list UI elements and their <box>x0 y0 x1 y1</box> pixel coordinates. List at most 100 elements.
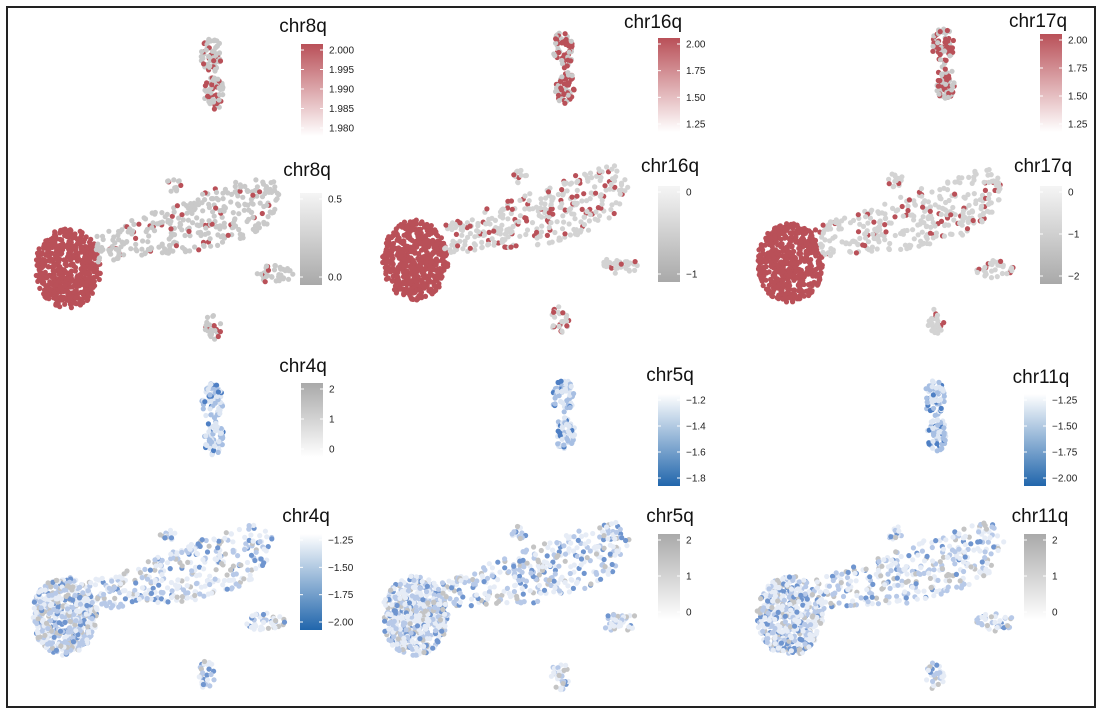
cell-point <box>85 588 91 594</box>
cell-point <box>248 532 254 538</box>
cell-point <box>285 276 292 282</box>
cell-point <box>201 61 207 67</box>
cell-point <box>128 246 134 252</box>
figure-frame: chr8q 2.000 1.995 1.990 1.985 1.980 chr16q 2.00… <box>6 6 1096 708</box>
cell-point <box>211 106 217 112</box>
cell-point <box>79 260 85 266</box>
cell-point <box>937 57 944 63</box>
cell-point <box>587 196 593 202</box>
cell-point <box>194 580 200 586</box>
cell-point <box>419 219 425 225</box>
cell-point <box>168 531 174 537</box>
cell-point <box>251 522 257 529</box>
cell-point <box>225 232 231 238</box>
cell-point <box>171 209 177 215</box>
cell-point <box>905 203 911 209</box>
cell-point <box>906 242 913 248</box>
umap-panel-lower-right-small <box>923 378 949 454</box>
cell-point <box>381 252 387 259</box>
cell-point <box>427 636 433 642</box>
cell-point <box>139 575 145 581</box>
cell-point <box>48 618 54 624</box>
cell-point <box>383 269 389 275</box>
cell-point <box>201 593 207 599</box>
cell-point <box>757 260 764 266</box>
cell-point <box>892 172 898 178</box>
cell-point <box>40 256 46 263</box>
cell-point <box>112 240 118 246</box>
cell-point <box>890 205 896 211</box>
cell-point <box>206 438 212 444</box>
cell-point <box>443 222 449 228</box>
cell-point <box>898 246 904 252</box>
cell-point <box>236 211 242 217</box>
cell-point <box>784 246 790 252</box>
cell-point <box>946 90 952 96</box>
cell-point <box>158 589 164 595</box>
cell-point <box>911 213 917 219</box>
cell-point <box>387 260 394 266</box>
cell-point <box>67 248 73 254</box>
cell-point <box>81 269 88 275</box>
cell-point <box>555 441 561 447</box>
cell-point <box>383 260 389 266</box>
panel-title: chr8q <box>283 160 331 181</box>
cell-point <box>189 568 195 574</box>
cell-point <box>409 638 415 644</box>
cell-point <box>188 201 194 207</box>
cell-point <box>957 220 963 226</box>
cell-point <box>56 620 62 626</box>
cell-point <box>944 212 950 218</box>
cell-point <box>552 401 558 407</box>
cell-point <box>614 168 620 174</box>
cell-point <box>595 217 601 223</box>
cell-point <box>560 39 566 45</box>
cell-point <box>820 230 826 236</box>
cell-point <box>515 168 521 175</box>
cell-point <box>951 217 957 223</box>
cell-point <box>222 186 228 192</box>
cell-point <box>819 262 825 268</box>
cell-point <box>277 614 283 620</box>
cell-point <box>760 283 766 289</box>
cell-point <box>35 630 41 636</box>
cell-point <box>78 239 84 245</box>
cell-point <box>86 239 93 245</box>
cell-point <box>244 621 250 627</box>
cell-point <box>912 202 919 208</box>
cell-point <box>232 183 238 190</box>
cell-point <box>152 209 158 216</box>
cell-point <box>792 291 798 297</box>
cell-point <box>892 232 898 239</box>
cell-point <box>271 187 278 194</box>
cell-point <box>203 47 209 53</box>
cell-point <box>85 624 91 630</box>
cell-point <box>592 184 598 190</box>
cell-point <box>159 577 165 584</box>
cell-point <box>103 603 110 609</box>
cell-point <box>167 566 173 572</box>
cell-point <box>410 265 416 271</box>
cell-point <box>423 233 429 239</box>
cell-point <box>93 270 99 276</box>
cell-point <box>174 203 180 209</box>
cell-point <box>563 421 570 428</box>
cell-point <box>168 551 174 557</box>
cell-point <box>550 323 556 329</box>
colorbar-tick-label: 1.50 <box>686 93 706 104</box>
cell-point <box>556 98 562 104</box>
cell-point <box>159 210 165 216</box>
cell-point <box>64 606 71 612</box>
cell-point <box>500 238 506 244</box>
cell-point <box>54 250 60 256</box>
cell-point <box>79 300 85 306</box>
cell-point <box>596 213 603 219</box>
cell-point <box>517 233 523 239</box>
cell-point <box>566 49 572 55</box>
cell-point <box>985 201 992 207</box>
cell-point <box>564 63 570 69</box>
cell-point <box>546 210 552 216</box>
cell-point <box>196 674 202 680</box>
cell-point <box>280 275 287 281</box>
cell-point <box>63 593 69 600</box>
